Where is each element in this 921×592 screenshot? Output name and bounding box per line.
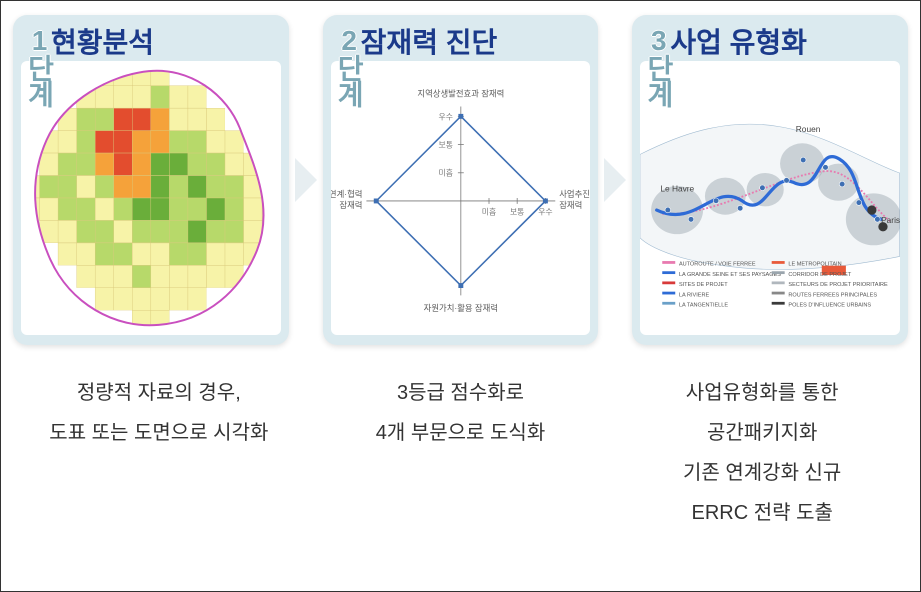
panels-row: 1단계 현황분석 2단계 잠재력 진단 미흡미흡보통보통우수우수지역상생발전효과… (13, 15, 908, 345)
panel3-body: Le Havre Rouen Paris AUTOROUTE / VOIE FERRE… (640, 61, 900, 335)
svg-text:우수: 우수 (438, 112, 452, 121)
svg-text:SECTEURS DE PROJET PRIORITAIRE: SECTEURS DE PROJET PRIORITAIRE (789, 282, 889, 288)
panel-step1: 1단계 현황분석 (13, 15, 289, 345)
svg-text:CORRIDOR DE PROJET: CORRIDOR DE PROJET (789, 272, 852, 278)
desc-step3: 사업유형화를 통한 공간패키지화 기존 연계강화 신규 ERRC 전략 도출 (616, 373, 908, 533)
panel2-body: 미흡미흡보통보통우수우수지역상생발전효과 잠재력자원가치·활용 잠재력사업추진·… (331, 61, 591, 335)
corridor-map: Le Havre Rouen Paris AUTOROUTE / VOIE FERRE… (640, 61, 900, 335)
svg-text:LA GRANDE SEINE ET SES PAYSAGE: LA GRANDE SEINE ET SES PAYSAGES (679, 272, 781, 278)
svg-text:사업연계·협력: 사업연계·협력 (331, 189, 362, 199)
panel2-title: 잠재력 진단 (361, 21, 498, 61)
arrow-2 (604, 158, 626, 202)
panel1-title: 현황분석 (51, 21, 154, 61)
desc-step2: 3등급 점수화로 4개 부문으로 도식화 (315, 373, 607, 533)
svg-text:보통: 보통 (510, 208, 524, 217)
svg-text:자원가치·활용 잠재력: 자원가치·활용 잠재력 (423, 303, 497, 313)
svg-text:Paris: Paris (881, 215, 900, 225)
svg-text:지역상생발전효과 잠재력: 지역상생발전효과 잠재력 (417, 89, 504, 99)
svg-text:우수: 우수 (538, 208, 552, 217)
desc-step1: 정량적 자료의 경우, 도표 또는 도면으로 시각화 (13, 373, 305, 533)
svg-text:POLES D'INFLUENCE URBAINS: POLES D'INFLUENCE URBAINS (789, 303, 872, 309)
svg-text:사업추진·집행: 사업추진·집행 (559, 189, 590, 199)
svg-text:LA TANGENTIELLE: LA TANGENTIELLE (679, 303, 728, 309)
svg-text:Rouen: Rouen (796, 124, 821, 134)
svg-text:AUTOROUTE / VOIE FERREE: AUTOROUTE / VOIE FERREE (679, 262, 756, 268)
descriptions-row: 정량적 자료의 경우, 도표 또는 도면으로 시각화 3등급 점수화로 4개 부… (13, 373, 908, 533)
svg-text:LE METROPOLITAIN: LE METROPOLITAIN (789, 262, 842, 268)
panel3-title: 사업 유형화 (670, 21, 807, 61)
svg-text:잠재력: 잠재력 (339, 200, 362, 210)
panel-step3: 3단계 사업 유형화 Le HavreRouenParisAUTOROUTE /… (632, 15, 908, 345)
panel1-body (21, 61, 281, 335)
svg-text:ROUTES FERREES PRINCIPALES: ROUTES FERREES PRINCIPALES (789, 292, 878, 298)
svg-text:보통: 보통 (438, 141, 452, 150)
choropleth-map (21, 61, 281, 335)
svg-text:미흡: 미흡 (481, 207, 495, 217)
panel-step2: 2단계 잠재력 진단 미흡미흡보통보통우수우수지역상생발전효과 잠재력자원가치·… (323, 15, 599, 345)
svg-text:SITES DE PROJET: SITES DE PROJET (679, 282, 728, 288)
radar-chart: 미흡미흡보통보통우수우수지역상생발전효과 잠재력자원가치·활용 잠재력사업추진·… (331, 61, 591, 335)
svg-text:미흡: 미흡 (438, 168, 452, 178)
arrow-1 (295, 158, 317, 202)
svg-text:Le Havre: Le Havre (661, 184, 695, 194)
svg-text:잠재력: 잠재력 (559, 200, 582, 210)
svg-text:LA RIVIERE: LA RIVIERE (679, 292, 710, 298)
